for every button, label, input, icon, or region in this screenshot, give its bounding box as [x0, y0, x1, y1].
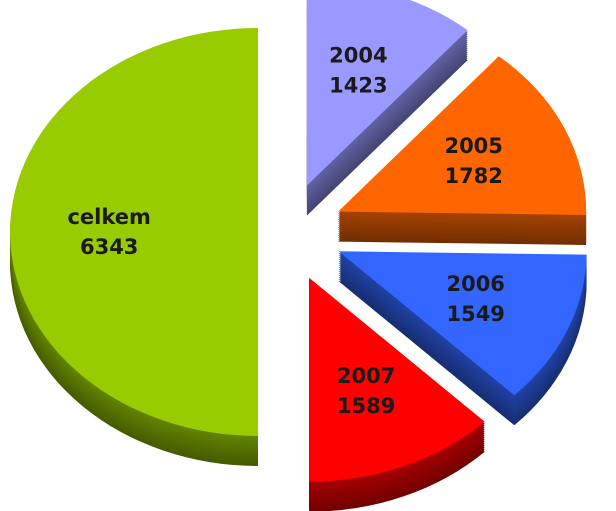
- slice-label: 2006: [446, 272, 504, 296]
- slice-value: 1549: [446, 302, 504, 326]
- slice: [306, 0, 468, 186]
- slice: [10, 28, 258, 436]
- slice-value: 1589: [337, 394, 395, 418]
- slice: [309, 277, 485, 482]
- slice-label: 2007: [337, 364, 395, 388]
- slice: [338, 251, 587, 396]
- slice-label: 2004: [329, 44, 387, 68]
- slice-value: 1782: [444, 164, 502, 188]
- slice-value: 1423: [329, 74, 387, 98]
- slice-label: 2005: [444, 134, 502, 158]
- slice: [338, 56, 587, 215]
- slice-value: 6343: [80, 235, 138, 259]
- slice-label: celkem: [67, 205, 150, 229]
